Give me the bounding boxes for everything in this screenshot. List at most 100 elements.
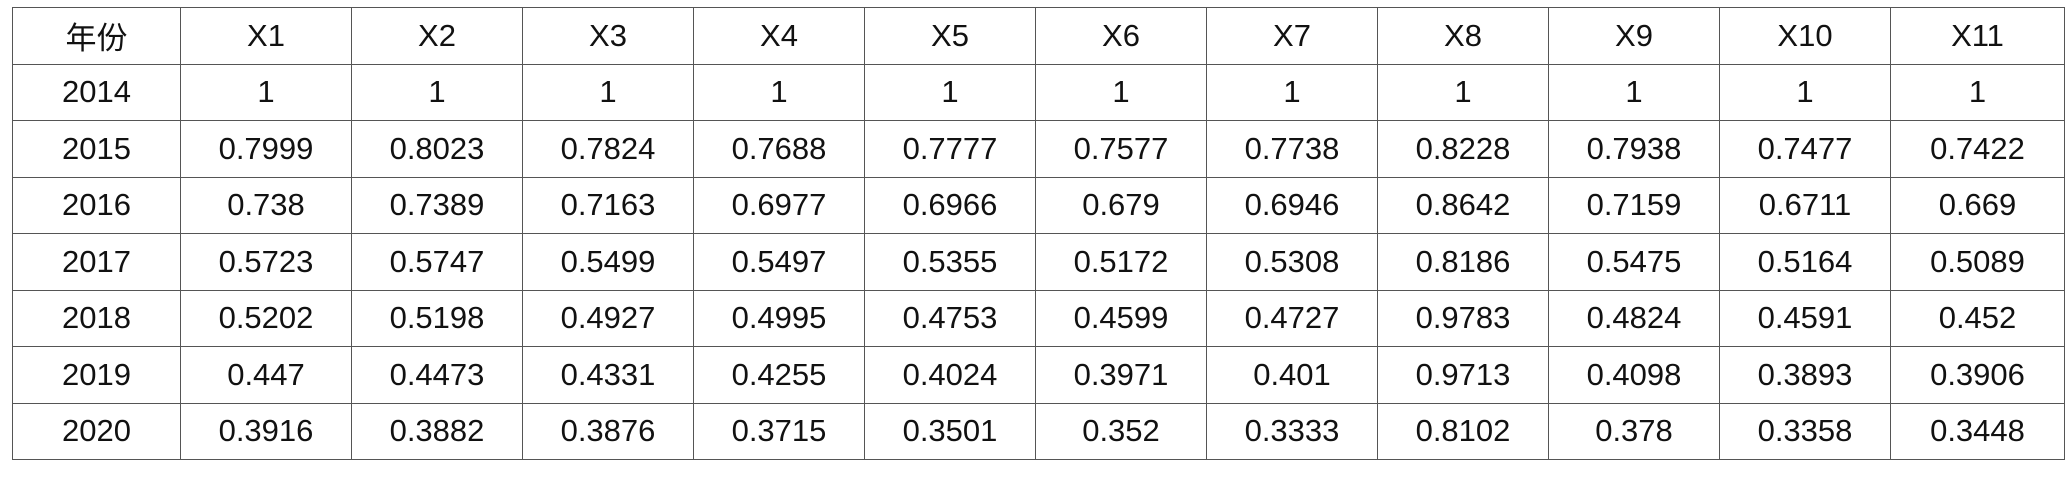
year-cell: 2017 (12, 233, 181, 291)
value-cell: 0.7999 (180, 120, 352, 178)
header-cell-x1: X1 (180, 7, 352, 65)
value-cell: 0.447 (180, 346, 352, 404)
value-cell: 0.7159 (1548, 176, 1720, 234)
value-cell: 0.3876 (522, 402, 694, 460)
value-cell: 0.4727 (1206, 289, 1378, 347)
value-cell: 0.3971 (1035, 346, 1207, 404)
header-cell-x7: X7 (1206, 7, 1378, 65)
table-row: 2020 0.3916 0.3882 0.3876 0.3715 0.3501 … (12, 402, 2065, 460)
header-row: 年份 X1 X2 X3 X4 X5 X6 X7 X8 X9 X10 X11 (12, 7, 2065, 65)
year-cell: 2016 (12, 176, 181, 234)
header-cell-x3: X3 (522, 7, 694, 65)
value-cell: 0.6977 (693, 176, 865, 234)
value-cell: 1 (180, 63, 352, 121)
value-cell: 0.3358 (1719, 402, 1891, 460)
value-cell: 0.5164 (1719, 233, 1891, 291)
value-cell: 0.738 (180, 176, 352, 234)
header-cell-x6: X6 (1035, 7, 1207, 65)
value-cell: 0.8023 (351, 120, 523, 178)
value-cell: 0.8642 (1377, 176, 1549, 234)
value-cell: 0.401 (1206, 346, 1378, 404)
year-cell: 2019 (12, 346, 181, 404)
value-cell: 0.7577 (1035, 120, 1207, 178)
value-cell: 0.7738 (1206, 120, 1378, 178)
table-row: 2018 0.5202 0.5198 0.4927 0.4995 0.4753 … (12, 289, 2065, 347)
header-cell-x10: X10 (1719, 7, 1891, 65)
value-cell: 0.4995 (693, 289, 865, 347)
value-cell: 1 (864, 63, 1036, 121)
value-cell: 0.8228 (1377, 120, 1549, 178)
value-cell: 0.5355 (864, 233, 1036, 291)
value-cell: 0.669 (1890, 176, 2065, 234)
value-cell: 0.5499 (522, 233, 694, 291)
value-cell: 0.8186 (1377, 233, 1549, 291)
value-cell: 1 (1035, 63, 1207, 121)
value-cell: 0.5723 (180, 233, 352, 291)
value-cell: 0.6946 (1206, 176, 1378, 234)
value-cell: 0.4024 (864, 346, 1036, 404)
value-cell: 0.5747 (351, 233, 523, 291)
data-table: 年份 X1 X2 X3 X4 X5 X6 X7 X8 X9 X10 X11 20… (12, 7, 2065, 460)
value-cell: 0.3893 (1719, 346, 1891, 404)
value-cell: 0.7163 (522, 176, 694, 234)
value-cell: 0.7477 (1719, 120, 1891, 178)
value-cell: 0.378 (1548, 402, 1720, 460)
value-cell: 0.3916 (180, 402, 352, 460)
header-cell-year: 年份 (12, 7, 181, 65)
value-cell: 0.5202 (180, 289, 352, 347)
value-cell: 0.5089 (1890, 233, 2065, 291)
data-table-container: 年份 X1 X2 X3 X4 X5 X6 X7 X8 X9 X10 X11 20… (12, 7, 2065, 460)
value-cell: 0.7688 (693, 120, 865, 178)
value-cell: 0.8102 (1377, 402, 1549, 460)
year-cell: 2020 (12, 402, 181, 460)
value-cell: 0.7824 (522, 120, 694, 178)
value-cell: 0.3501 (864, 402, 1036, 460)
value-cell: 0.9713 (1377, 346, 1549, 404)
value-cell: 1 (1890, 63, 2065, 121)
table-row: 2014 1 1 1 1 1 1 1 1 1 1 1 (12, 63, 2065, 121)
value-cell: 0.6711 (1719, 176, 1891, 234)
value-cell: 1 (1206, 63, 1378, 121)
value-cell: 0.4098 (1548, 346, 1720, 404)
value-cell: 1 (522, 63, 694, 121)
value-cell: 0.4599 (1035, 289, 1207, 347)
value-cell: 0.679 (1035, 176, 1207, 234)
value-cell: 0.5172 (1035, 233, 1207, 291)
value-cell: 0.5475 (1548, 233, 1720, 291)
value-cell: 0.3906 (1890, 346, 2065, 404)
value-cell: 0.7422 (1890, 120, 2065, 178)
year-cell: 2015 (12, 120, 181, 178)
value-cell: 0.6966 (864, 176, 1036, 234)
header-cell-x2: X2 (351, 7, 523, 65)
value-cell: 0.3715 (693, 402, 865, 460)
header-cell-x5: X5 (864, 7, 1036, 65)
value-cell: 1 (693, 63, 865, 121)
header-cell-x8: X8 (1377, 7, 1549, 65)
value-cell: 0.5497 (693, 233, 865, 291)
table-row: 2019 0.447 0.4473 0.4331 0.4255 0.4024 0… (12, 346, 2065, 404)
header-cell-x9: X9 (1548, 7, 1720, 65)
value-cell: 0.4331 (522, 346, 694, 404)
table-row: 2016 0.738 0.7389 0.7163 0.6977 0.6966 0… (12, 176, 2065, 234)
value-cell: 0.3882 (351, 402, 523, 460)
value-cell: 1 (1548, 63, 1720, 121)
value-cell: 0.4824 (1548, 289, 1720, 347)
value-cell: 0.7938 (1548, 120, 1720, 178)
value-cell: 0.7777 (864, 120, 1036, 178)
value-cell: 1 (1719, 63, 1891, 121)
value-cell: 0.4591 (1719, 289, 1891, 347)
table-row: 2017 0.5723 0.5747 0.5499 0.5497 0.5355 … (12, 233, 2065, 291)
value-cell: 0.4473 (351, 346, 523, 404)
header-cell-x11: X11 (1890, 7, 2065, 65)
value-cell: 0.452 (1890, 289, 2065, 347)
value-cell: 0.3448 (1890, 402, 2065, 460)
table-row: 2015 0.7999 0.8023 0.7824 0.7688 0.7777 … (12, 120, 2065, 178)
value-cell: 0.9783 (1377, 289, 1549, 347)
year-cell: 2018 (12, 289, 181, 347)
value-cell: 0.7389 (351, 176, 523, 234)
value-cell: 0.4255 (693, 346, 865, 404)
value-cell: 0.3333 (1206, 402, 1378, 460)
value-cell: 0.5198 (351, 289, 523, 347)
year-cell: 2014 (12, 63, 181, 121)
header-cell-x4: X4 (693, 7, 865, 65)
